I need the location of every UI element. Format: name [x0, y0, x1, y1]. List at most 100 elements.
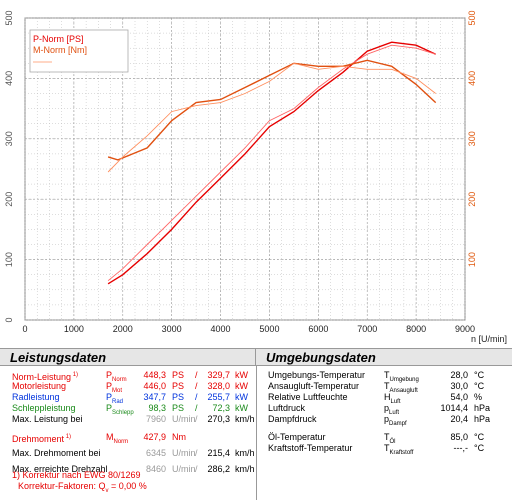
- umgebung-label: Relative Luftfeuchte: [268, 392, 348, 402]
- leistung-label: Motorleistung: [12, 381, 67, 391]
- x-tick: 1000: [64, 324, 84, 334]
- leistung-value-1: 98,3: [148, 403, 166, 413]
- umgebung-row-6: Öl-Temperatur TÖl 85,0 °C: [0, 432, 512, 445]
- leistung-unit-1: PS: [172, 381, 185, 391]
- leistung-value-2: 72,3: [212, 403, 230, 413]
- legend-entry-2: M-Norm [Nm]: [33, 45, 87, 55]
- series-line-2: [107, 44, 436, 282]
- umgebung-unit: °C: [474, 381, 485, 391]
- leistung-unit-2: km/h: [235, 448, 255, 458]
- leistung-unit-1: Nm: [172, 432, 186, 442]
- umgebung-value: 30,0: [450, 381, 468, 391]
- umgebung-value: 1014,4: [440, 403, 468, 413]
- umgebung-label: Öl-Temperatur: [268, 432, 326, 442]
- leistung-unit-2: km/h: [235, 464, 255, 474]
- umgebung-unit: °C: [474, 432, 485, 442]
- leistung-unit-1: U/min: [172, 464, 196, 474]
- leistung-unit-1: PS: [172, 392, 185, 402]
- leistung-row-1: Norm-Leistung 1) PNorm 448,3 PS / 329,7 kW: [0, 370, 512, 383]
- umgebung-symbol: TKraftstoff: [384, 443, 414, 456]
- leistung-unit-2: kW: [235, 370, 248, 380]
- x-tick: 0: [22, 324, 27, 334]
- umgebung-label: Dampfdruck: [268, 414, 317, 424]
- y-tick-right: 400: [467, 71, 477, 86]
- leistung-separator: /: [195, 392, 198, 402]
- umgebung-symbol: pLuft: [384, 403, 400, 416]
- leistung-label: Max. Leistung bei: [12, 414, 83, 424]
- umgebung-symbol: pDampf: [384, 414, 407, 427]
- umgebung-value: 54,0: [450, 392, 468, 402]
- leistung-value-2: 270,3: [207, 414, 230, 424]
- legend-entry-1: P-Norm [PS]: [33, 34, 84, 44]
- series-line-4: [107, 62, 436, 173]
- leistung-label: Drehmoment 1): [12, 434, 72, 444]
- leistung-row-8: Max. erreichte Drehzahl 8460 U/min/ 286,2 km…: [0, 464, 512, 475]
- x-tick: 5000: [259, 324, 279, 334]
- x-tick: 6000: [308, 324, 328, 334]
- umgebung-symbol: TAnsaugluft: [384, 381, 418, 394]
- leistung-value-2: 329,7: [207, 370, 230, 380]
- umgebung-unit: hPa: [474, 414, 491, 424]
- leistung-symbol: PRad: [106, 392, 124, 405]
- series-line-1: [107, 41, 436, 285]
- footnote-factor: Korrektur-Faktoren: Qv = 0,00 %: [18, 481, 147, 494]
- umgebung-row-1: Umgebungs-Temperatur TUmgebung 28,0 °C: [0, 370, 512, 383]
- x-tick: 8000: [406, 324, 426, 334]
- leistung-unit-1: U/min: [172, 414, 196, 424]
- leistung-label: Norm-Leistung 1): [12, 372, 79, 382]
- umgebung-label: Umgebungs-Temperatur: [268, 370, 366, 380]
- umgebung-unit: °C: [474, 443, 485, 453]
- x-tick: 3000: [162, 324, 182, 334]
- leistung-value-1: 347,7: [143, 392, 166, 402]
- umgebung-label: Kraftstoff-Temperatur: [268, 443, 353, 453]
- leistungsdaten-title: Leistungsdaten: [0, 348, 256, 366]
- leistung-unit-2: km/h: [235, 414, 255, 424]
- umgebung-unit: °C: [474, 370, 485, 380]
- leistung-value-1: 6345: [145, 448, 166, 458]
- umgebung-symbol: TUmgebung: [384, 370, 419, 383]
- leistung-value-1: 427,9: [143, 432, 166, 442]
- leistung-row-6: Drehmoment 1) MNorm 427,9 Nm: [0, 432, 512, 445]
- leistung-symbol: PMot: [106, 381, 123, 394]
- leistung-value-1: 446,0: [143, 381, 166, 391]
- umgebung-value: 28,0: [450, 370, 468, 380]
- umgebung-unit: hPa: [474, 403, 491, 413]
- footnote-row-1: 1) Korrektur nach EWG 80/1269: [0, 470, 512, 481]
- leistung-separator: /: [195, 370, 198, 380]
- leistung-unit-1: U/min: [172, 448, 196, 458]
- umgebung-label: Luftdruck: [268, 403, 306, 413]
- leistung-value-2: 255,7: [207, 392, 230, 402]
- leistung-row-3: Radleistung PRad 347,7 PS / 255,7 kW: [0, 392, 512, 405]
- leistung-label: Schleppleistung: [12, 403, 76, 413]
- data-tables: Leistungsdaten Umgebungsdaten Norm-Leist…: [0, 348, 512, 500]
- umgebung-row-3: Relative Luftfeuchte HLuft 54,0%: [0, 392, 512, 405]
- x-tick: 7000: [357, 324, 377, 334]
- leistung-unit-1: PS: [172, 403, 185, 413]
- leistung-row-7: Max. Drehmoment bei 6345 U/min/ 215,4 km/h: [0, 448, 512, 459]
- leistung-unit-2: kW: [235, 381, 248, 391]
- leistung-separator: /: [195, 464, 198, 474]
- leistung-value-1: 448,3: [143, 370, 166, 380]
- y-tick-left: 100: [4, 252, 14, 267]
- leistung-value-2: 328,0: [207, 381, 230, 391]
- y-tick-right: 500: [467, 10, 477, 25]
- y-tick-left: 0: [4, 317, 14, 322]
- y-tick-right: 300: [467, 131, 477, 146]
- x-tick: 2000: [113, 324, 133, 334]
- umgebung-row-2: Ansaugluft-Temperatur TAnsaugluft 30,0 °C: [0, 381, 512, 394]
- y-tick-right: 100: [467, 252, 477, 267]
- leistung-label: Radleistung: [12, 392, 60, 402]
- leistung-symbol: PNorm: [106, 370, 127, 383]
- section-divider: [256, 366, 257, 500]
- leistung-label: Max. erreichte Drehzahl: [12, 464, 108, 474]
- umgebung-row-5: Dampfdruck pDampf 20,4 hPa: [0, 414, 512, 427]
- y-tick-left: 300: [4, 131, 14, 146]
- leistung-symbol: MNorm: [106, 432, 129, 445]
- leistung-value-1: 7960: [145, 414, 166, 424]
- umgebung-value: ---,-: [453, 443, 469, 453]
- umgebungsdaten-title: Umgebungsdaten: [256, 348, 512, 366]
- leistung-value-2: 215,4: [207, 448, 230, 458]
- leistung-unit-2: kW: [235, 392, 248, 402]
- leistung-label: Max. Drehmoment bei: [12, 448, 101, 458]
